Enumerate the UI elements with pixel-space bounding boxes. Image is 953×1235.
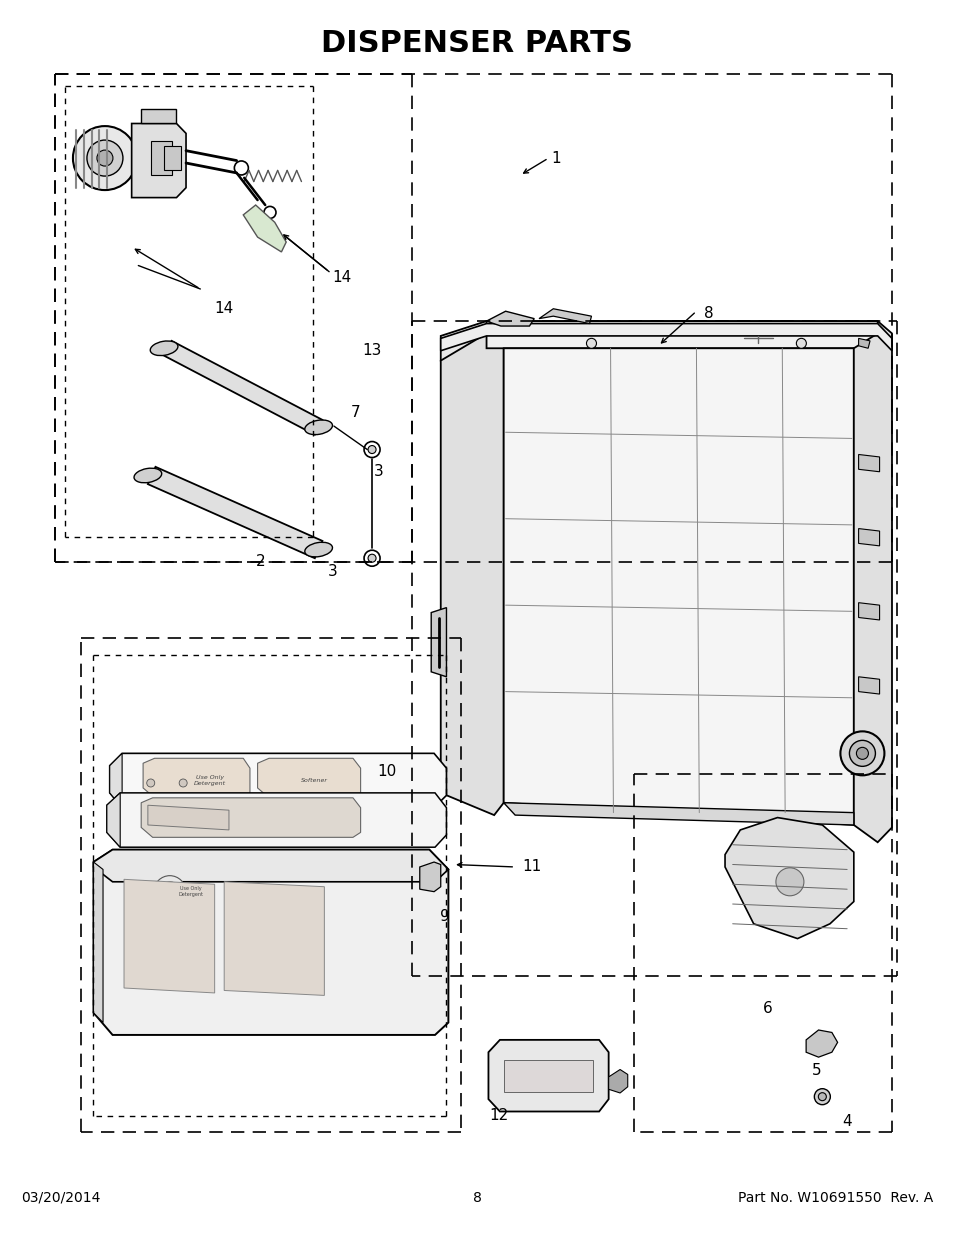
Polygon shape <box>143 758 250 798</box>
Circle shape <box>856 747 867 760</box>
Polygon shape <box>107 793 446 847</box>
Text: 14: 14 <box>214 301 233 316</box>
Circle shape <box>796 338 805 348</box>
Polygon shape <box>858 338 869 348</box>
Text: 3: 3 <box>328 564 337 579</box>
Bar <box>151 141 172 175</box>
Polygon shape <box>243 205 286 252</box>
Text: 10: 10 <box>376 764 395 779</box>
Polygon shape <box>431 608 446 677</box>
Text: 8: 8 <box>472 1191 481 1205</box>
Text: 3: 3 <box>374 464 383 479</box>
Polygon shape <box>440 321 891 361</box>
Ellipse shape <box>150 341 178 356</box>
Circle shape <box>153 876 186 908</box>
Polygon shape <box>538 309 591 324</box>
Text: 9: 9 <box>439 909 449 924</box>
Polygon shape <box>107 793 120 847</box>
Polygon shape <box>93 862 103 1023</box>
Ellipse shape <box>304 420 333 435</box>
Circle shape <box>848 740 875 767</box>
Circle shape <box>179 779 187 787</box>
Polygon shape <box>93 850 448 1035</box>
Polygon shape <box>853 333 891 842</box>
Polygon shape <box>440 333 503 815</box>
Text: 2: 2 <box>255 555 265 569</box>
Circle shape <box>368 446 375 453</box>
Polygon shape <box>858 677 879 694</box>
Text: 13: 13 <box>362 343 381 358</box>
Polygon shape <box>805 1030 837 1057</box>
Polygon shape <box>503 803 853 825</box>
Text: 4: 4 <box>841 1114 851 1129</box>
Polygon shape <box>124 879 214 993</box>
Polygon shape <box>148 467 322 558</box>
Circle shape <box>87 140 123 177</box>
Polygon shape <box>724 818 853 939</box>
Text: 7: 7 <box>351 405 360 420</box>
Polygon shape <box>858 529 879 546</box>
Circle shape <box>264 206 275 219</box>
Circle shape <box>586 338 596 348</box>
Circle shape <box>364 442 379 457</box>
Text: 5: 5 <box>811 1063 821 1078</box>
Circle shape <box>72 126 137 190</box>
Polygon shape <box>858 603 879 620</box>
Circle shape <box>818 1093 825 1100</box>
Bar <box>164 146 181 170</box>
Polygon shape <box>419 862 440 892</box>
Polygon shape <box>488 1040 608 1112</box>
Circle shape <box>840 731 883 776</box>
Polygon shape <box>503 348 853 825</box>
Circle shape <box>775 868 803 895</box>
Text: 11: 11 <box>521 860 540 874</box>
Text: 03/20/2014: 03/20/2014 <box>21 1191 100 1205</box>
Text: 8: 8 <box>703 306 713 321</box>
Ellipse shape <box>133 468 162 483</box>
Polygon shape <box>110 753 446 808</box>
Text: Use Only
Detergent: Use Only Detergent <box>178 887 203 897</box>
Polygon shape <box>110 753 122 808</box>
Text: DISPENSER PARTS: DISPENSER PARTS <box>321 28 632 58</box>
Circle shape <box>368 555 375 562</box>
Polygon shape <box>486 311 534 326</box>
Circle shape <box>147 779 154 787</box>
Text: Softener: Softener <box>301 778 328 783</box>
Text: Part No. W10691550  Rev. A: Part No. W10691550 Rev. A <box>737 1191 932 1205</box>
Polygon shape <box>132 124 186 198</box>
Polygon shape <box>440 324 891 351</box>
Polygon shape <box>141 798 360 837</box>
Text: 1: 1 <box>551 151 560 165</box>
Circle shape <box>814 1089 829 1104</box>
Polygon shape <box>224 882 324 995</box>
Text: 14: 14 <box>332 270 351 285</box>
Text: Use Only
Detergent: Use Only Detergent <box>193 776 226 785</box>
Polygon shape <box>93 850 448 882</box>
Polygon shape <box>164 341 322 435</box>
Polygon shape <box>141 109 176 124</box>
Circle shape <box>234 161 248 175</box>
Polygon shape <box>257 758 360 798</box>
Polygon shape <box>486 321 877 361</box>
Polygon shape <box>858 454 879 472</box>
Circle shape <box>160 882 179 902</box>
Circle shape <box>97 151 112 165</box>
Circle shape <box>364 551 379 566</box>
Ellipse shape <box>304 542 333 557</box>
Text: 12: 12 <box>489 1108 508 1123</box>
Polygon shape <box>148 805 229 830</box>
Text: 6: 6 <box>762 1002 772 1016</box>
Polygon shape <box>608 1070 627 1093</box>
Polygon shape <box>503 1060 593 1092</box>
